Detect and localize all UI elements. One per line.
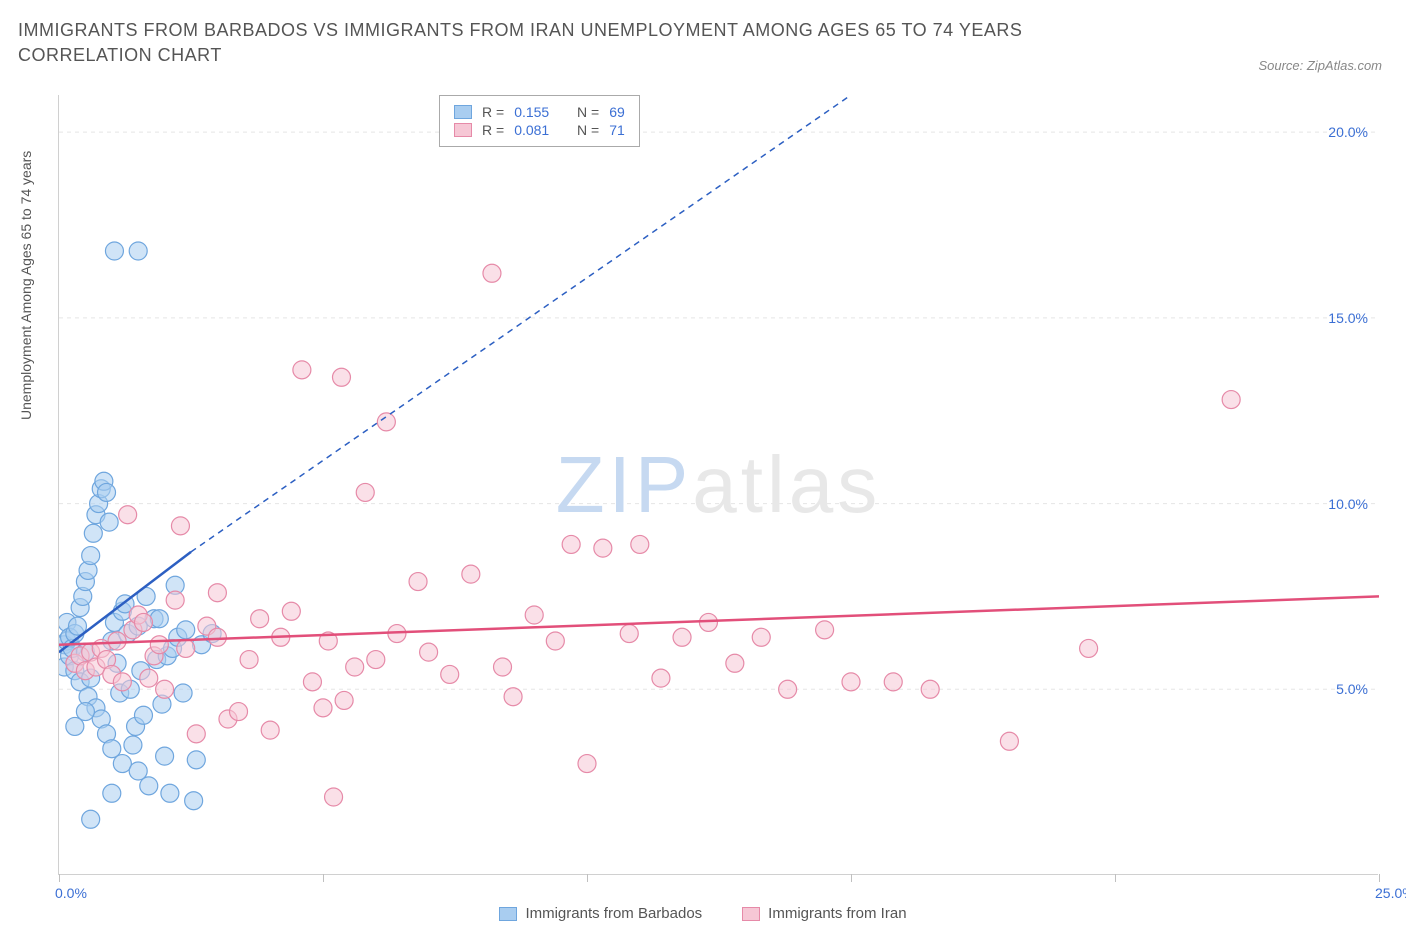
stats-row-iran: R = 0.081 N = 71 xyxy=(454,122,625,138)
stats-box: R = 0.155 N = 69 R = 0.081 N = 71 xyxy=(439,95,640,147)
y-tick-label: 5.0% xyxy=(1336,681,1368,697)
x-tick-mark xyxy=(59,874,60,882)
legend-item-iran: Immigrants from Iran xyxy=(742,905,906,922)
source-label: Source: ZipAtlas.com xyxy=(1258,58,1382,73)
x-tick-mark xyxy=(851,874,852,882)
legend-label-barbados: Immigrants from Barbados xyxy=(525,905,702,922)
chart-title: IMMIGRANTS FROM BARBADOS VS IMMIGRANTS F… xyxy=(18,18,1118,68)
bottom-legend: Immigrants from Barbados Immigrants from… xyxy=(0,905,1406,922)
stat-r-iran: 0.081 xyxy=(514,122,549,138)
x-tick-label: 0.0% xyxy=(55,885,87,901)
x-tick-mark xyxy=(587,874,588,882)
y-tick-label: 20.0% xyxy=(1328,124,1368,140)
scatter-svg xyxy=(59,95,1379,875)
stat-r-barbados: 0.155 xyxy=(514,104,549,120)
stat-n-barbados: 69 xyxy=(609,104,625,120)
swatch-barbados xyxy=(454,105,472,119)
x-tick-mark xyxy=(323,874,324,882)
stat-r-label2: R = xyxy=(482,122,504,138)
x-tick-mark xyxy=(1115,874,1116,882)
x-tick-label: 25.0% xyxy=(1375,885,1406,901)
y-axis-label: Unemployment Among Ages 65 to 74 years xyxy=(18,151,34,420)
stat-n-label2: N = xyxy=(577,122,599,138)
legend-label-iran: Immigrants from Iran xyxy=(768,905,906,922)
stat-n-label: N = xyxy=(577,104,599,120)
stat-n-iran: 71 xyxy=(609,122,625,138)
legend-swatch-iran xyxy=(742,907,760,921)
stat-r-label: R = xyxy=(482,104,504,120)
y-tick-label: 10.0% xyxy=(1328,496,1368,512)
stats-row-barbados: R = 0.155 N = 69 xyxy=(454,104,625,120)
x-tick-mark xyxy=(1379,874,1380,882)
y-tick-label: 15.0% xyxy=(1328,310,1368,326)
swatch-iran xyxy=(454,123,472,137)
chart-container: ZIPatlas R = 0.155 N = 69 R = 0.081 N = … xyxy=(58,95,1378,875)
legend-swatch-barbados xyxy=(499,907,517,921)
legend-item-barbados: Immigrants from Barbados xyxy=(499,905,702,922)
plot-area: ZIPatlas R = 0.155 N = 69 R = 0.081 N = … xyxy=(58,95,1378,875)
